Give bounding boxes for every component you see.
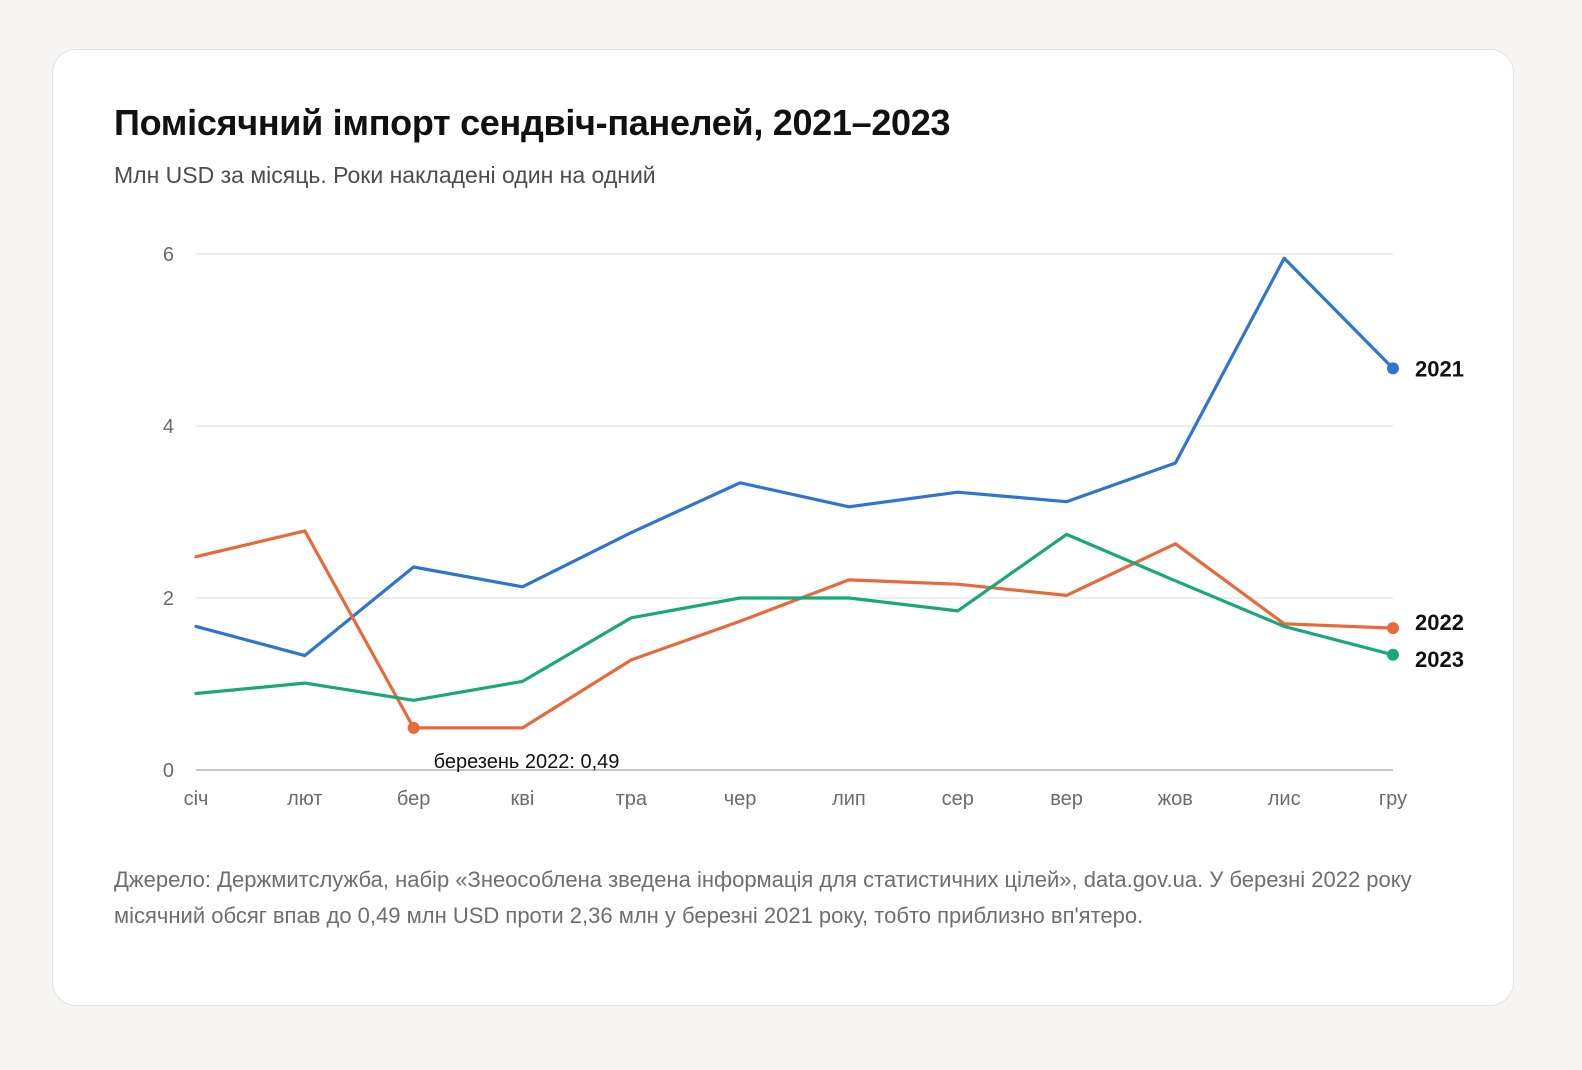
- y-tick-label: 2: [163, 588, 174, 610]
- x-tick-label: лип: [832, 788, 866, 810]
- series-end-point-2021: [1387, 362, 1399, 375]
- x-tick-label: кві: [511, 788, 535, 810]
- annotation-point: [407, 721, 420, 734]
- series-line-2022: [194, 529, 1395, 730]
- x-tick-label: гру: [1379, 788, 1407, 810]
- x-tick-label: лют: [287, 788, 322, 810]
- x-tick-label: тра: [616, 788, 648, 810]
- line-layer: [194, 256, 1399, 730]
- series-line-2021: [194, 256, 1395, 658]
- annotation-label: березень 2022: 0,49: [434, 751, 620, 773]
- series-label-2022: 2022: [1415, 610, 1464, 635]
- y-tick-label: 4: [163, 416, 174, 438]
- line-chart: 0 2 4 6 січ лют бер кві тра чер лип сер вер жов лис гру…: [163, 244, 1464, 810]
- series-label-2023: 2023: [1415, 647, 1464, 672]
- chart-title: Помісячний імпорт сендвіч-панелей, 2021–…: [114, 102, 951, 143]
- grid-layer: 0 2 4 6 січ лют бер кві тра чер лип сер вер жов лис гру: [163, 244, 1407, 810]
- series-end-point-2023: [1387, 648, 1399, 661]
- series-line-2023: [194, 532, 1395, 702]
- source-footnote: Джерело: Держмитслужба, набір «Знеособле…: [114, 867, 1412, 928]
- label-layer: 2021 2022 2023 березень 2022: 0,49: [407, 356, 1464, 773]
- x-tick-label: вер: [1050, 788, 1083, 810]
- chart-card: Помісячний імпорт сендвіч-панелей, 2021–…: [52, 49, 1514, 1006]
- chart-subtitle: Млн USD за місяць. Роки накладені один н…: [114, 162, 656, 188]
- x-tick-label: сер: [942, 788, 974, 810]
- y-tick-label: 0: [163, 760, 174, 782]
- x-tick-label: чер: [724, 788, 757, 810]
- series-label-2021: 2021: [1415, 356, 1464, 381]
- x-tick-label: жов: [1158, 788, 1193, 810]
- x-tick-label: бер: [397, 788, 430, 810]
- x-tick-label: січ: [184, 788, 209, 810]
- series-end-point-2022: [1387, 622, 1399, 635]
- x-tick-label: лис: [1268, 788, 1301, 810]
- y-tick-label: 6: [163, 244, 174, 266]
